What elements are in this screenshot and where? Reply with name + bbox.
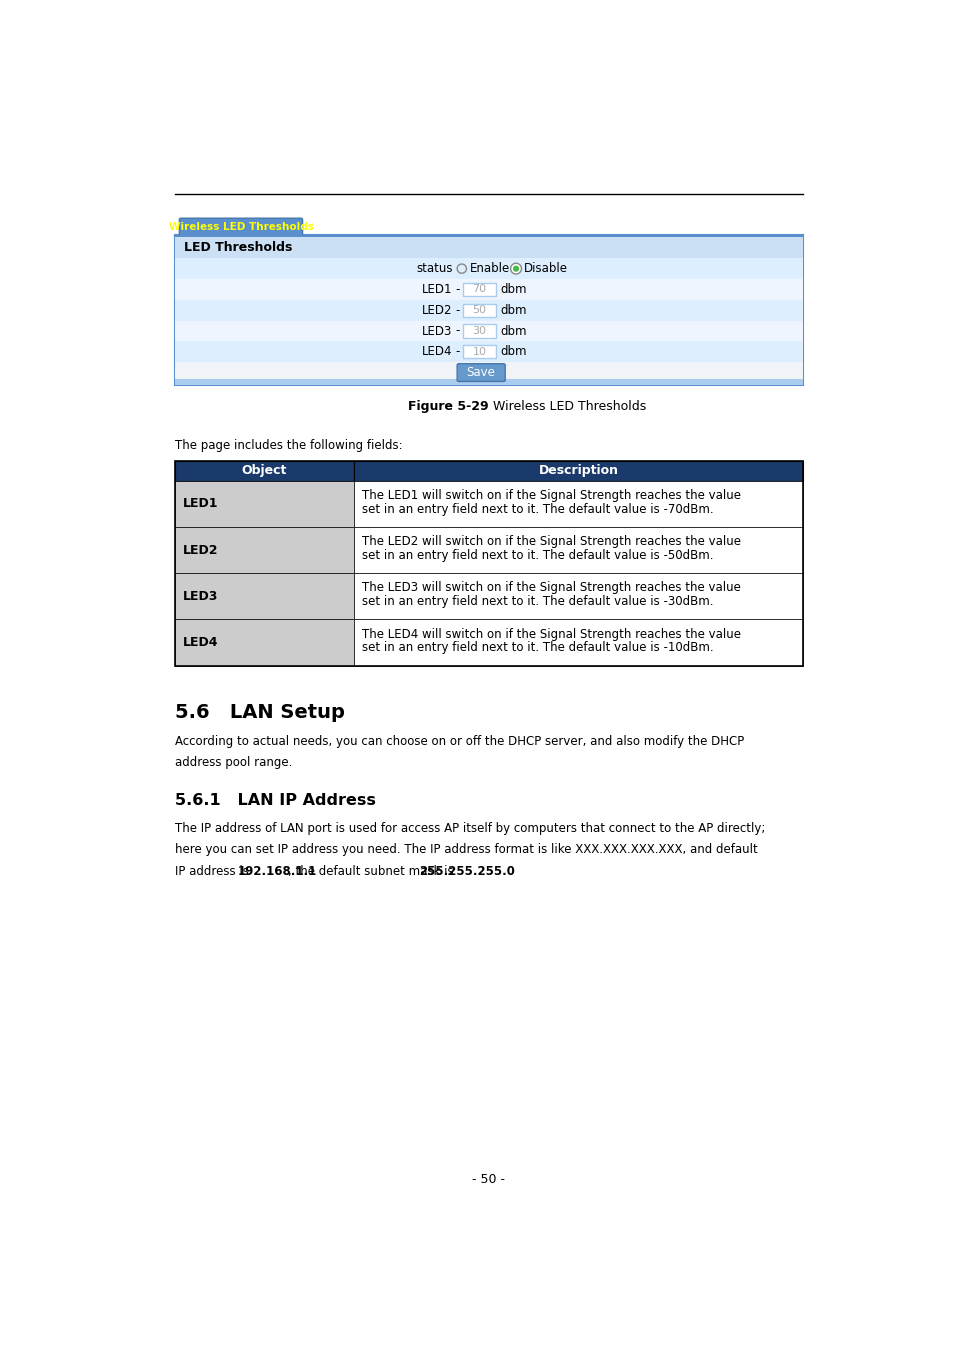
Text: 5.6   LAN Setup: 5.6 LAN Setup [174,702,344,721]
Text: IP address is: IP address is [174,865,252,878]
Text: Disable: Disable [523,262,567,275]
FancyBboxPatch shape [463,284,496,296]
Text: set in an entry field next to it. The default value is -50dBm.: set in an entry field next to it. The de… [361,549,712,562]
FancyBboxPatch shape [174,320,802,342]
Text: According to actual needs, you can choose on or off the DHCP server, and also mo: According to actual needs, you can choos… [174,734,743,748]
FancyBboxPatch shape [174,362,802,383]
Text: Description: Description [537,464,618,478]
Text: The page includes the following fields:: The page includes the following fields: [174,439,402,452]
Text: LED2: LED2 [421,304,452,317]
FancyBboxPatch shape [354,574,802,620]
Text: dbm: dbm [500,284,526,296]
FancyBboxPatch shape [174,342,802,362]
Text: Wireless LED Thresholds: Wireless LED Thresholds [488,401,645,413]
Text: 255.255.255.0: 255.255.255.0 [419,865,515,878]
FancyBboxPatch shape [174,238,802,258]
FancyBboxPatch shape [354,620,802,666]
Text: status: status [416,262,452,275]
Text: LED2: LED2 [182,544,217,556]
FancyBboxPatch shape [174,235,802,385]
Text: The LED3 will switch on if the Signal Strength reaches the value: The LED3 will switch on if the Signal St… [361,582,740,594]
Text: Figure 5-29: Figure 5-29 [408,401,488,413]
FancyBboxPatch shape [463,304,496,317]
FancyBboxPatch shape [174,481,354,526]
Text: LED3: LED3 [421,324,452,338]
FancyBboxPatch shape [174,279,802,300]
Text: -: - [456,284,459,296]
FancyBboxPatch shape [456,363,505,382]
Text: 30: 30 [472,325,486,336]
FancyBboxPatch shape [174,574,354,620]
Text: , the default subnet mask is: , the default subnet mask is [288,865,456,878]
Text: The LED4 will switch on if the Signal Strength reaches the value: The LED4 will switch on if the Signal St… [361,628,740,640]
Circle shape [513,266,518,271]
FancyBboxPatch shape [354,460,802,481]
FancyBboxPatch shape [174,235,802,238]
Text: 10: 10 [472,347,486,356]
Text: -: - [456,304,459,317]
Circle shape [510,263,521,274]
Text: LED1: LED1 [421,284,452,296]
FancyBboxPatch shape [354,481,802,526]
Text: The LED2 will switch on if the Signal Strength reaches the value: The LED2 will switch on if the Signal St… [361,535,740,548]
Text: Enable: Enable [469,262,509,275]
Text: 70: 70 [472,285,486,294]
Text: set in an entry field next to it. The default value is -10dBm.: set in an entry field next to it. The de… [361,641,713,655]
FancyBboxPatch shape [463,324,496,338]
Text: -: - [456,346,459,358]
Text: dbm: dbm [500,304,526,317]
Text: set in an entry field next to it. The default value is -30dBm.: set in an entry field next to it. The de… [361,595,712,608]
Text: The LED1 will switch on if the Signal Strength reaches the value: The LED1 will switch on if the Signal St… [361,489,740,502]
Text: LED1: LED1 [182,497,217,510]
Text: 50: 50 [472,305,486,316]
FancyBboxPatch shape [174,379,802,385]
Text: 5.6.1   LAN IP Address: 5.6.1 LAN IP Address [174,792,375,807]
FancyBboxPatch shape [174,460,354,481]
Text: Object: Object [241,464,287,478]
Text: - 50 -: - 50 - [472,1173,505,1187]
FancyBboxPatch shape [174,620,354,666]
Text: The IP address of LAN port is used for access AP itself by computers that connec: The IP address of LAN port is used for a… [174,822,764,834]
FancyBboxPatch shape [174,526,354,574]
Text: LED4: LED4 [421,346,452,358]
Text: .: . [478,865,481,878]
FancyBboxPatch shape [174,258,802,279]
Text: Save: Save [466,366,496,379]
FancyBboxPatch shape [463,346,496,358]
Text: LED Thresholds: LED Thresholds [184,242,292,254]
Text: set in an entry field next to it. The default value is -70dBm.: set in an entry field next to it. The de… [361,502,713,516]
Text: LED3: LED3 [182,590,217,603]
Text: dbm: dbm [500,346,526,358]
Text: 192.168.1.1: 192.168.1.1 [238,865,317,878]
Text: Wireless LED Thresholds: Wireless LED Thresholds [169,223,314,232]
Text: -: - [456,324,459,338]
FancyBboxPatch shape [174,300,802,320]
Text: address pool range.: address pool range. [174,756,292,770]
Text: dbm: dbm [500,324,526,338]
Text: here you can set IP address you need. The IP address format is like XXX.XXX.XXX.: here you can set IP address you need. Th… [174,844,757,856]
Text: LED4: LED4 [182,636,217,649]
FancyBboxPatch shape [179,219,302,236]
FancyBboxPatch shape [354,526,802,574]
